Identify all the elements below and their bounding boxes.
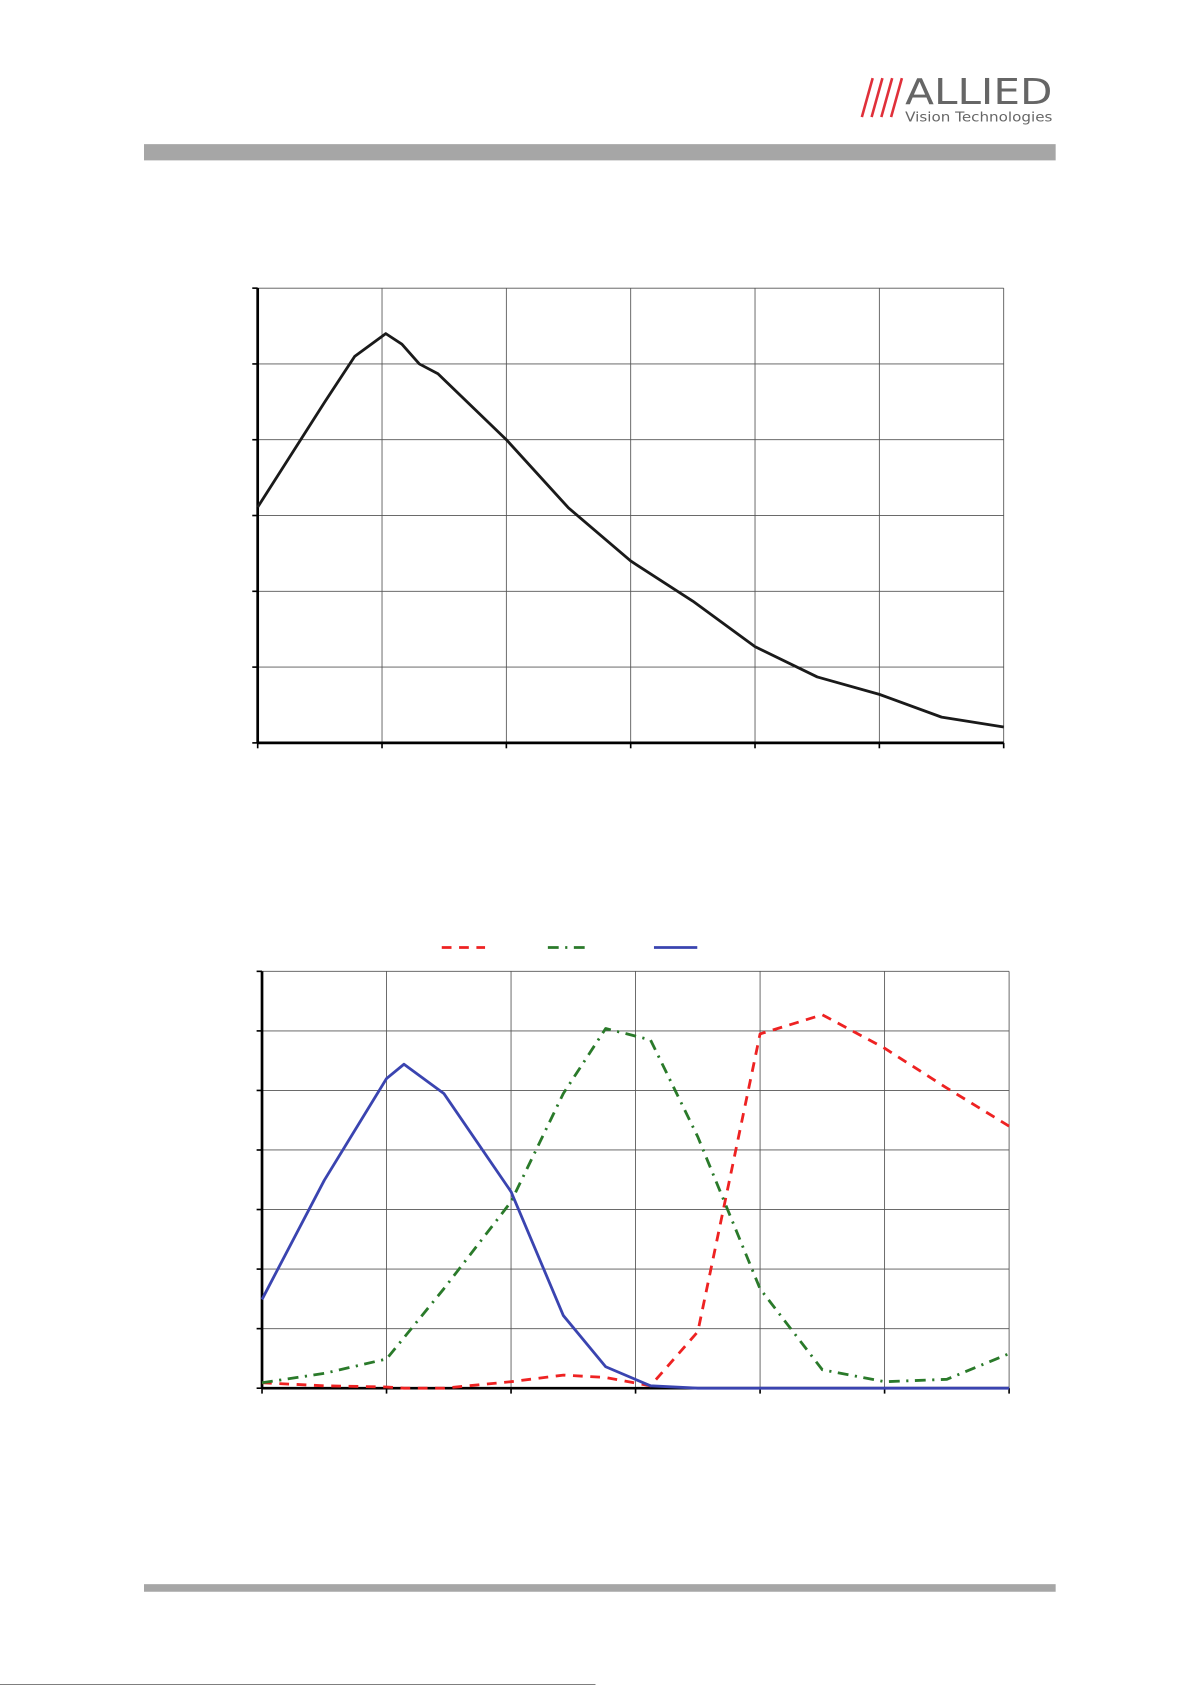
logo: ALLIED Vision Technologies xyxy=(860,72,1053,125)
logo-brand: ALLIED xyxy=(905,72,1052,113)
footer-bar xyxy=(144,1584,1056,1592)
header-bar xyxy=(144,144,1056,161)
series-line xyxy=(261,1013,1010,1390)
logo-subtitle: Vision Technologies xyxy=(905,110,1053,125)
series-line xyxy=(261,1027,1010,1385)
series-line xyxy=(260,1062,1010,1390)
series-line xyxy=(256,332,1004,729)
logo-slashes xyxy=(860,77,904,118)
